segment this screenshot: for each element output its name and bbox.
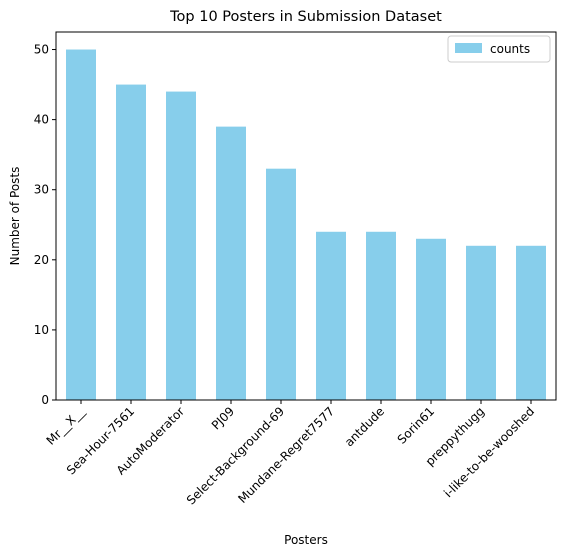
legend-label: counts	[490, 42, 530, 56]
bar	[466, 245, 496, 400]
plot-area: 01020304050Mr__X__Sea-Hour-7561AutoModer…	[34, 43, 546, 508]
x-tick-label: Mundane-Regret7577	[235, 404, 337, 506]
bar	[166, 91, 196, 400]
bar	[66, 49, 96, 401]
x-tick-label: Mr__X__	[44, 404, 88, 448]
y-axis-label: Number of Posts	[8, 167, 22, 266]
bar	[366, 231, 396, 400]
x-tick-label: i-like-to-be-wooshed	[441, 404, 537, 500]
plot-frame	[55, 31, 557, 401]
y-tick-label: 0	[41, 393, 49, 407]
bar	[416, 238, 446, 400]
x-tick-label: PJ09	[209, 404, 237, 432]
bar	[516, 245, 546, 400]
y-tick-label: 40	[34, 113, 49, 127]
legend-box	[447, 35, 551, 63]
legend-swatch	[455, 43, 482, 53]
y-tick-label: 30	[34, 183, 49, 197]
bar	[316, 231, 346, 400]
y-tick-label: 10	[34, 323, 49, 337]
x-axis-label: Posters	[284, 533, 328, 547]
bar	[266, 168, 296, 400]
x-tick-label: Sorin61	[395, 404, 438, 447]
legend: counts	[447, 35, 551, 63]
chart-title: Top 10 Posters in Submission Dataset	[169, 9, 442, 25]
bar	[216, 126, 246, 400]
bar	[116, 84, 146, 401]
y-tick-label: 20	[34, 253, 49, 267]
x-tick-label: Select-Background-69	[184, 404, 287, 507]
y-tick-label: 50	[34, 43, 49, 57]
x-tick-label: antdude	[342, 404, 387, 449]
